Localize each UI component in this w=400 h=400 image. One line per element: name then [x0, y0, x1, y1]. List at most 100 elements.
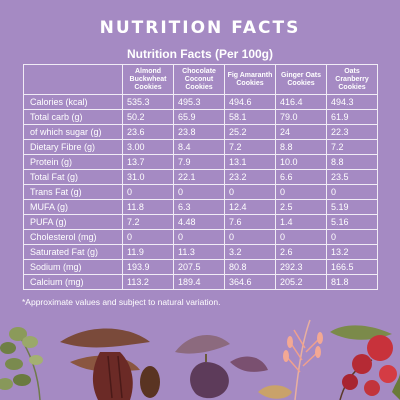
table-row: Saturated Fat (g) 11.9 11.3 3.2 2.6 13.2: [23, 244, 378, 260]
row-value: 7.2: [224, 139, 276, 155]
table-subtitle: Nutrition Facts (Per 100g): [126, 47, 274, 61]
table-row: Calories (kcal) 535.3 495.3 494.6 416.4 494.3: [23, 94, 378, 110]
row-value: 11.8: [122, 199, 174, 215]
row-value: 113.2: [122, 274, 174, 290]
row-value: 0: [173, 184, 225, 200]
cranberry-icon: [330, 325, 400, 400]
row-value: 1.4: [275, 214, 327, 230]
table-row: MUFA (g) 11.8 6.3 12.4 2.5 5.19: [23, 199, 378, 215]
row-value: 23.2: [224, 169, 276, 185]
row-value: 0: [122, 229, 174, 245]
row-value: 7.2: [122, 214, 174, 230]
row-value: 8.8: [275, 139, 327, 155]
row-value: 207.5: [173, 259, 225, 275]
cacao-pod-icon: [60, 328, 160, 400]
row-value: 12.4: [224, 199, 276, 215]
column-header: Ginger Oats Cookies: [275, 64, 327, 95]
row-value: 8.8: [326, 154, 378, 170]
table-row: Total carb (g) 50.2 65.9 58.1 79.0 61.9: [23, 109, 378, 125]
row-value: 7.9: [173, 154, 225, 170]
row-value: 23.8: [173, 124, 225, 140]
table-header-row: Almond Buckwheat Cookies Chocolate Cocon…: [23, 64, 378, 95]
row-value: 5.19: [326, 199, 378, 215]
row-label: Total Fat (g): [23, 169, 123, 185]
column-header: Chocolate Coconut Cookies: [173, 64, 225, 95]
header-blank-cell: [23, 64, 123, 95]
row-value: 166.5: [326, 259, 378, 275]
table-row: Calcium (mg) 113.2 189.4 364.6 205.2 81.8: [23, 274, 378, 290]
row-value: 6.6: [275, 169, 327, 185]
row-value: 205.2: [275, 274, 327, 290]
row-value: 5.16: [326, 214, 378, 230]
row-value: 0: [224, 229, 276, 245]
table-row: Protein (g) 13.7 7.9 13.1 10.0 8.8: [23, 154, 378, 170]
table-row: Total Fat (g) 31.0 22.1 23.2 6.6 23.5: [23, 169, 378, 185]
table-row: Sodium (mg) 193.9 207.5 80.8 292.3 166.5: [23, 259, 378, 275]
footnote: *Approximate values and subject to natur…: [22, 297, 221, 307]
row-value: 3.00: [122, 139, 174, 155]
row-value: 364.6: [224, 274, 276, 290]
row-value: 494.3: [326, 94, 378, 110]
row-value: 31.0: [122, 169, 174, 185]
row-value: 50.2: [122, 109, 174, 125]
row-value: 3.2: [224, 244, 276, 260]
row-value: 4.48: [173, 214, 225, 230]
row-value: 6.3: [173, 199, 225, 215]
column-header: Fig Amaranth Cookies: [224, 64, 276, 95]
row-label: Total carb (g): [23, 109, 123, 125]
row-value: 10.0: [275, 154, 327, 170]
table-row: Cholesterol (mg) 0 0 0 0 0: [23, 229, 378, 245]
row-label: Calcium (mg): [23, 274, 123, 290]
row-value: 494.6: [224, 94, 276, 110]
column-header: Oats Cranberry Cookies: [326, 64, 378, 95]
row-value: 8.4: [173, 139, 225, 155]
row-label: PUFA (g): [23, 214, 123, 230]
row-value: 80.8: [224, 259, 276, 275]
row-value: 0: [122, 184, 174, 200]
oat-stalk-icon: [283, 319, 323, 400]
row-label: MUFA (g): [23, 199, 123, 215]
table-row: PUFA (g) 7.2 4.48 7.6 1.4 5.16: [23, 214, 378, 230]
page-title: NUTRITION FACTS: [99, 18, 301, 38]
column-header: Almond Buckwheat Cookies: [122, 64, 174, 95]
row-value: 13.7: [122, 154, 174, 170]
nutrition-table: Almond Buckwheat Cookies Chocolate Cocon…: [23, 64, 378, 290]
botanical-illustration: [0, 319, 400, 400]
row-label: Calories (kcal): [23, 94, 123, 110]
row-value: 2.6: [275, 244, 327, 260]
row-value: 292.3: [275, 259, 327, 275]
table-row: of which sugar (g) 23.6 23.8 25.2 24 22.3: [23, 124, 378, 140]
row-value: 11.3: [173, 244, 225, 260]
row-value: 23.6: [122, 124, 174, 140]
row-value: 0: [173, 229, 225, 245]
row-label: Trans Fat (g): [23, 184, 123, 200]
row-value: 0: [326, 184, 378, 200]
row-value: 0: [224, 184, 276, 200]
row-value: 22.1: [173, 169, 225, 185]
row-value: 0: [275, 184, 327, 200]
row-value: 495.3: [173, 94, 225, 110]
row-label: Sodium (mg): [23, 259, 123, 275]
row-value: 13.2: [326, 244, 378, 260]
row-value: 22.3: [326, 124, 378, 140]
table-row: Dietary Fibre (g) 3.00 8.4 7.2 8.8 7.2: [23, 139, 378, 155]
row-label: Protein (g): [23, 154, 123, 170]
row-value: 23.5: [326, 169, 378, 185]
row-value: 416.4: [275, 94, 327, 110]
table-row: Trans Fat (g) 0 0 0 0 0: [23, 184, 378, 200]
row-value: 2.5: [275, 199, 327, 215]
row-value: 193.9: [122, 259, 174, 275]
herb-sprig-icon: [0, 327, 43, 400]
row-label: of which sugar (g): [23, 124, 123, 140]
row-label: Dietary Fibre (g): [23, 139, 123, 155]
row-label: Cholesterol (mg): [23, 229, 123, 245]
row-value: 189.4: [173, 274, 225, 290]
row-value: 11.9: [122, 244, 174, 260]
row-value: 535.3: [122, 94, 174, 110]
row-label: Saturated Fat (g): [23, 244, 123, 260]
row-value: 25.2: [224, 124, 276, 140]
row-value: 7.6: [224, 214, 276, 230]
row-value: 79.0: [275, 109, 327, 125]
fig-icon: [175, 334, 268, 399]
row-value: 13.1: [224, 154, 276, 170]
